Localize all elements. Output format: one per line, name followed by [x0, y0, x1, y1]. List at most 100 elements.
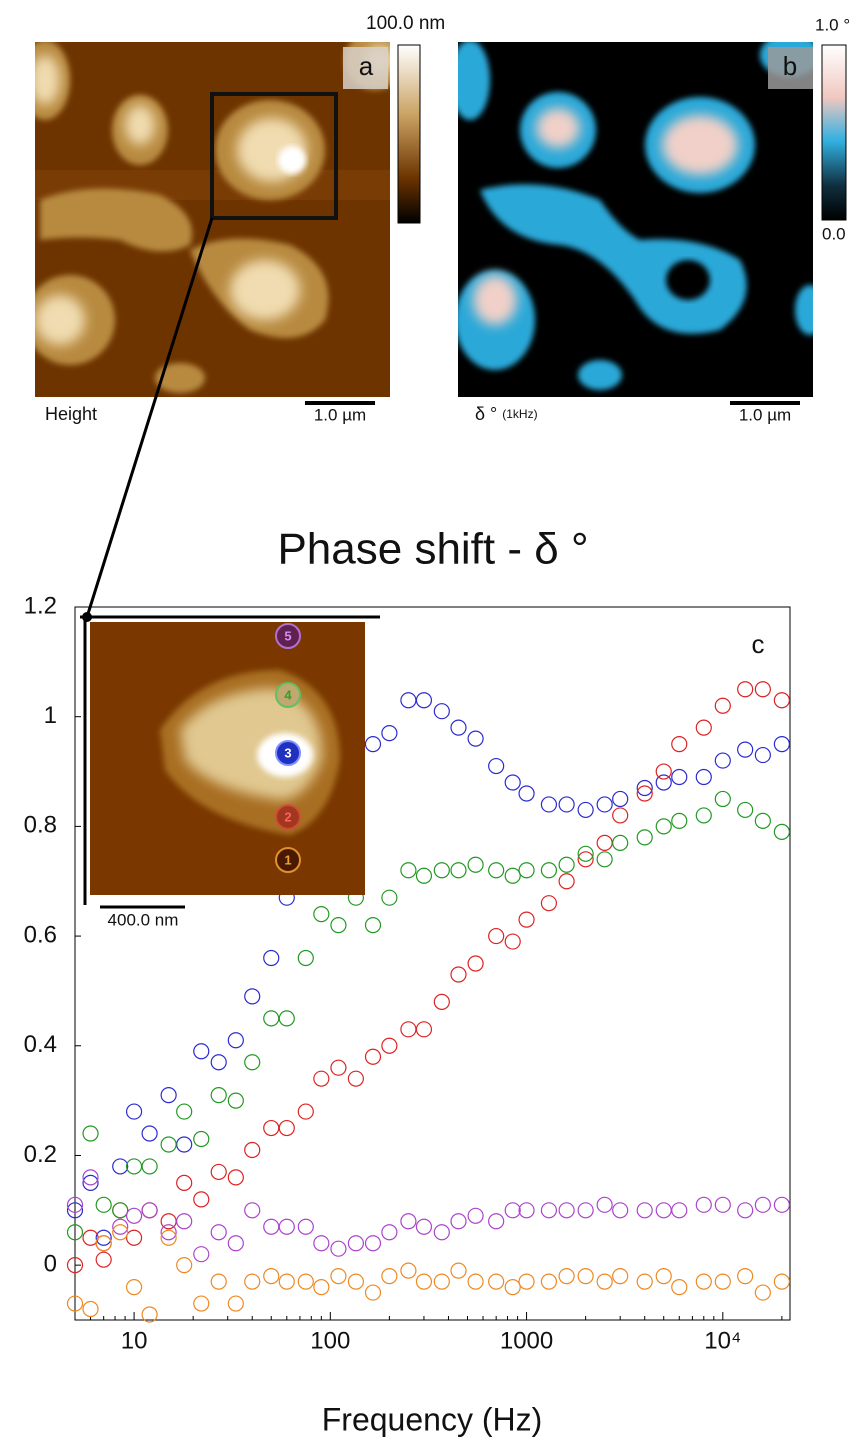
data-point	[636, 785, 653, 802]
data-point	[655, 1202, 672, 1219]
data-point	[210, 1087, 227, 1104]
data-point	[263, 1119, 280, 1137]
data-point	[297, 1273, 314, 1290]
data-point	[467, 856, 484, 873]
data-point	[518, 1273, 535, 1290]
data-point	[577, 845, 594, 862]
data-point	[504, 774, 521, 791]
data-point	[112, 1218, 129, 1235]
data-point	[176, 1136, 193, 1153]
data-point	[754, 812, 771, 830]
data-point	[612, 807, 629, 824]
data-point	[714, 697, 731, 714]
data-point	[112, 1224, 129, 1241]
data-point	[263, 1010, 280, 1027]
data-point	[112, 1202, 129, 1219]
colorbar-label: 0.0	[822, 224, 846, 243]
data-point	[66, 1257, 84, 1274]
data-point	[193, 1246, 210, 1263]
data-point	[210, 1054, 227, 1071]
data-point	[504, 933, 521, 950]
data-point	[364, 1284, 382, 1301]
data-point	[263, 949, 280, 967]
data-point	[313, 906, 330, 923]
data-point	[297, 1103, 314, 1120]
data-point	[737, 801, 754, 819]
data-point	[193, 1043, 210, 1060]
data-point	[577, 1268, 594, 1285]
data-point	[636, 779, 653, 797]
image-label: δ °	[475, 404, 497, 424]
y-tick-label: 0.2	[24, 1141, 57, 1168]
data-point	[364, 1048, 382, 1065]
data-point	[125, 1103, 143, 1120]
data-point	[518, 911, 535, 928]
data-point	[244, 1273, 261, 1290]
data-point	[450, 719, 467, 736]
image-label: Height	[45, 404, 97, 424]
data-point	[577, 1202, 594, 1219]
data-point	[244, 1141, 261, 1159]
data-point	[773, 1196, 790, 1213]
data-point	[244, 1202, 261, 1219]
data-point	[596, 1196, 613, 1213]
data-point	[193, 1191, 210, 1208]
colorbar-label: 1.0 °	[815, 15, 850, 34]
data-point	[773, 823, 790, 840]
data-point	[504, 867, 521, 884]
data-point	[330, 1268, 347, 1285]
image-label: δ ° (1kHz)	[475, 404, 538, 424]
data-point	[66, 1202, 84, 1219]
data-point	[125, 1278, 143, 1296]
data-point	[433, 703, 450, 720]
data-point	[695, 768, 712, 786]
data-point	[415, 692, 433, 709]
data-point	[176, 1174, 193, 1191]
data-point	[773, 692, 790, 709]
data-point	[263, 1268, 280, 1285]
data-point	[540, 1273, 558, 1290]
data-point	[540, 796, 558, 813]
data-point	[714, 1273, 731, 1290]
data-point	[112, 1158, 129, 1175]
data-point	[176, 1213, 193, 1230]
data-point	[540, 1202, 558, 1219]
data-point	[558, 856, 575, 873]
data-point	[433, 993, 450, 1010]
data-point	[695, 807, 712, 824]
data-point	[488, 927, 505, 945]
inset-point-label: 4	[284, 687, 292, 702]
data-point	[381, 1268, 398, 1285]
data-point	[210, 1163, 227, 1181]
data-point	[415, 1273, 433, 1290]
data-point	[636, 829, 653, 846]
data-point	[558, 873, 575, 890]
data-point	[671, 736, 688, 753]
data-point	[518, 862, 535, 879]
data-point	[450, 862, 467, 879]
data-point	[558, 1202, 575, 1219]
data-point	[714, 1196, 731, 1213]
data-point	[141, 1125, 158, 1142]
data-point	[364, 917, 382, 934]
x-tick-label: 10	[121, 1327, 148, 1354]
data-point	[671, 1202, 688, 1219]
data-point	[577, 851, 594, 868]
data-point	[364, 1235, 382, 1252]
panel-letter: a	[359, 51, 374, 81]
data-point	[504, 1202, 521, 1219]
inset-point-label: 1	[284, 852, 291, 867]
data-point	[504, 1278, 521, 1296]
data-point	[263, 1218, 280, 1235]
inset-point-label: 2	[284, 809, 291, 824]
data-point	[558, 1268, 575, 1285]
data-point	[66, 1196, 84, 1213]
data-point	[415, 867, 433, 884]
data-point	[330, 1059, 347, 1076]
y-tick-label: 0.8	[24, 812, 57, 839]
data-point	[737, 681, 754, 698]
data-point	[278, 1119, 295, 1137]
data-point	[176, 1103, 193, 1120]
data-point	[450, 966, 467, 983]
